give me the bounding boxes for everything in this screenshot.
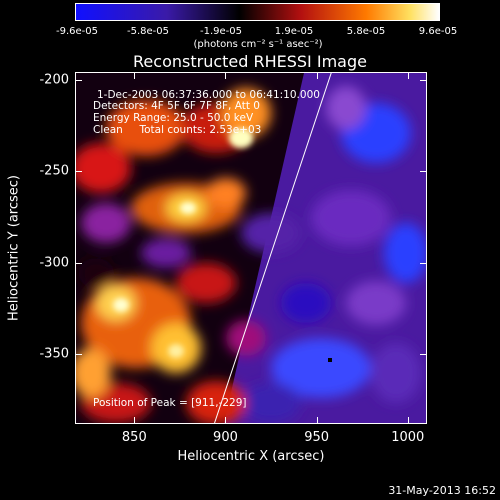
colorbar-tick-label: 5.8e-05	[346, 26, 386, 37]
x-tick-mark	[225, 73, 227, 79]
annotation-energy: Energy Range: 25.0 - 50.0 keV	[93, 112, 254, 124]
x-tick-mark	[134, 417, 136, 423]
annotation-time-range: 1-Dec-2003 06:37:36.000 to 06:41:10.000	[97, 89, 320, 101]
x-tick-mark	[134, 73, 136, 79]
x-tick-mark	[225, 417, 227, 423]
heatmap-image	[76, 73, 426, 423]
annotation-clean: Clean Total counts: 2.53e+03	[93, 124, 262, 136]
colorbar	[75, 3, 440, 21]
y-tick-label: -350	[39, 346, 69, 362]
y-tick-mark	[76, 262, 82, 264]
x-tick-label: 900	[213, 430, 238, 445]
x-tick-label: 1000	[391, 430, 425, 445]
x-tick-mark	[316, 73, 318, 79]
x-tick-mark	[407, 417, 409, 423]
y-tick-label: -300	[39, 255, 69, 271]
solar-limb-line	[214, 73, 332, 423]
y-tick-mark	[76, 353, 82, 355]
colorbar-units: (photons cm⁻² s⁻¹ asec⁻²)	[193, 39, 323, 50]
colorbar-tick-label: -1.9e-05	[200, 26, 242, 37]
colorbar-tick-label: 9.6e-05	[418, 26, 458, 37]
x-tick-label: 950	[304, 430, 330, 445]
colorbar-tick-label: -9.6e-05	[56, 26, 98, 37]
colorbar-tick-label: -5.8e-05	[127, 26, 169, 37]
dark-spot-marker	[328, 358, 332, 362]
annotation-detectors: Detectors: 4F 5F 6F 7F 8F, Att 0	[93, 100, 260, 112]
y-axis-label: Heliocentric Y (arcsec)	[6, 175, 22, 321]
y-tick-label: -200	[39, 72, 69, 88]
timestamp: 31-May-2013 16:52	[388, 484, 496, 497]
x-axis-label: Heliocentric X (arcsec)	[177, 449, 325, 464]
y-tick-mark	[76, 80, 82, 82]
colorbar-tick-label: 1.9e-05	[274, 26, 314, 37]
x-tick-mark	[407, 73, 409, 79]
y-tick-mark	[420, 171, 426, 173]
y-tick-mark	[76, 171, 82, 173]
annotation-peak: Position of Peak = [911,-229]	[93, 397, 247, 409]
plot-area	[75, 72, 427, 424]
y-tick-mark	[420, 262, 426, 264]
x-tick-mark	[316, 417, 318, 423]
y-tick-mark	[420, 80, 426, 82]
chart-title: Reconstructed RHESSI Image	[133, 52, 367, 71]
y-tick-label: -250	[39, 163, 69, 179]
x-tick-label: 850	[121, 430, 147, 445]
y-tick-mark	[420, 353, 426, 355]
